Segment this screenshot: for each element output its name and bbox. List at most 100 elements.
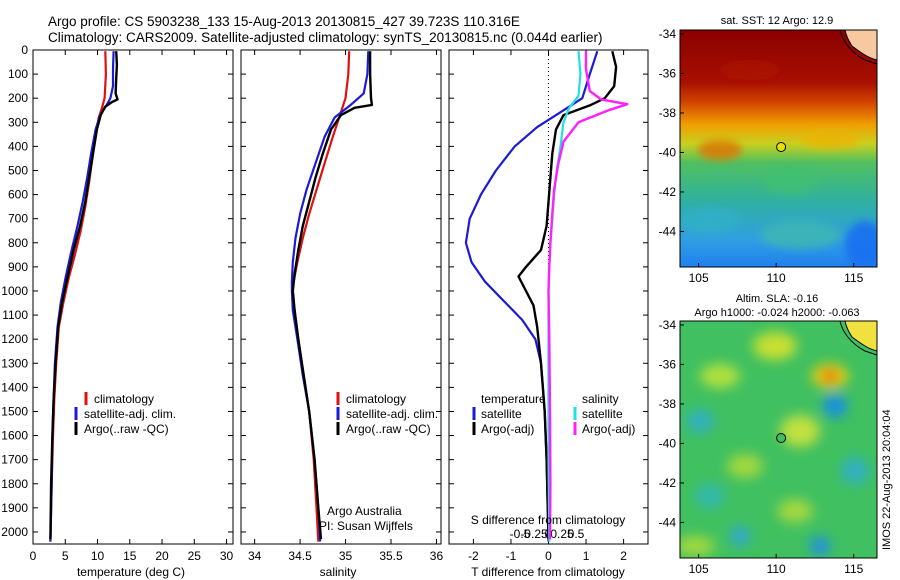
- difference-legend: temperature satellite Argo(-adj) salinit…: [472, 392, 635, 436]
- sst-patch: [680, 208, 740, 232]
- map-y-tick-label: -36: [659, 66, 677, 80]
- salinity-plot-frame: [240, 49, 442, 545]
- map-y-tick-label: -36: [659, 357, 677, 371]
- series-line: [517, 50, 618, 540]
- difference-x-label: T difference from climatology: [471, 565, 625, 579]
- map-y-tick-label: -42: [659, 476, 677, 490]
- y-tick-label: 1000: [1, 284, 28, 298]
- salinity-axis-ticks: 34 34.5 35 35.5 36: [241, 49, 444, 563]
- salinity-series: [290, 51, 374, 542]
- x-tick-label: 0: [30, 549, 37, 563]
- x-tick-label: -2: [468, 549, 479, 563]
- legend-satellite-label: satellite-adj. clim.: [84, 407, 176, 421]
- sst-patch: [760, 221, 840, 249]
- map-y-tick-label: -34: [659, 318, 677, 332]
- x-tick-label: 1: [583, 549, 590, 563]
- sst-map-title: sat. SST: 12 Argo: 12.9: [721, 15, 834, 27]
- sst-patch: [720, 60, 780, 80]
- sla-map-axis-ticks: -34 -36 -38 -40 -42 -44 105 110 115: [659, 318, 864, 576]
- sla-land: [844, 321, 877, 352]
- legend-sal-satellite-label: satellite: [582, 407, 623, 421]
- salinity-legend: climatology satellite-adj. clim. Argo(..…: [336, 392, 438, 436]
- top-tick-label: 0.5: [568, 527, 585, 541]
- sst-patch: [698, 140, 742, 160]
- sla-patch: [822, 370, 838, 382]
- map-y-tick-label: -40: [659, 145, 677, 159]
- imos-timestamp: IMOS 22-Aug-2013 20:04:04: [881, 409, 893, 550]
- temperature-legend: climatology satellite-adj. clim. Argo(..…: [74, 392, 176, 436]
- sla-map-frame: [679, 320, 878, 559]
- top-tick-label: 0.25: [550, 527, 574, 541]
- legend-climatology-label: climatology: [94, 392, 154, 406]
- header-line2: Climatology: CARS2009. Satellite-adjuste…: [48, 30, 603, 45]
- y-tick-label: 300: [8, 115, 28, 129]
- sla-map-subtitle: Argo h1000: -0.024 h2000: -0.063: [694, 307, 859, 319]
- series-line: [547, 51, 629, 540]
- series-line: [49, 51, 119, 540]
- difference-series: [464, 50, 629, 542]
- temperature-series: [49, 51, 119, 542]
- sst-patch: [800, 131, 860, 149]
- header-line1: Argo profile: CS 5903238_133 15-Aug-2013…: [48, 14, 520, 29]
- sst-map-frame: [679, 29, 878, 268]
- legend-temp-satellite-label: satellite: [481, 407, 522, 421]
- legend-temp-heading: temperature: [481, 392, 546, 406]
- credit-line2: PI: Susan Wijffels: [319, 519, 413, 533]
- temperature-axis-ticks: 0100200300400500600700800900100011001200…: [1, 43, 233, 563]
- sla-patch: [700, 364, 740, 388]
- x-tick-label: 34.5: [288, 549, 312, 563]
- y-tick-label: 1700: [1, 453, 28, 467]
- sst-patch: [845, 221, 877, 267]
- x-tick-label: 35.5: [379, 549, 403, 563]
- y-tick-label: 100: [8, 67, 28, 81]
- y-tick-label: 1300: [1, 356, 28, 370]
- sla-patch: [777, 499, 813, 523]
- legend-sal-argo-label: Argo(-adj): [582, 422, 635, 436]
- sst-patch: [762, 166, 818, 194]
- sla-patch: [753, 332, 797, 360]
- y-tick-label: 1100: [2, 308, 28, 322]
- sla-argo-marker: [776, 433, 787, 443]
- y-tick-label: 1800: [1, 477, 28, 491]
- y-tick-label: 700: [8, 212, 28, 226]
- temperature-plot-frame: [32, 49, 234, 545]
- legend-sal-heading: salinity: [582, 392, 619, 406]
- sst-map-axis-ticks: -34 -36 -38 -40 -42 -44 105 110 115: [659, 27, 864, 285]
- sla-map-title: Altim. SLA: -0.16: [736, 293, 819, 305]
- sla-patch: [730, 526, 750, 546]
- legend-climatology-label: climatology: [346, 392, 406, 406]
- x-tick-label: 36: [430, 549, 444, 563]
- series-line: [291, 51, 374, 540]
- x-tick-label: 15: [123, 549, 137, 563]
- map-x-tick-label: 110: [767, 562, 786, 576]
- sla-patch: [727, 454, 763, 478]
- y-tick-label: 1400: [1, 380, 28, 394]
- series-line: [290, 51, 370, 542]
- map-x-tick-label: 110: [767, 271, 786, 285]
- map-y-tick-label: -34: [659, 27, 677, 41]
- sla-patch: [680, 536, 715, 556]
- y-tick-label: 800: [8, 236, 28, 250]
- map-x-tick-label: 115: [844, 562, 863, 576]
- x-tick-label: 30: [220, 549, 234, 563]
- x-tick-label: 25: [188, 549, 202, 563]
- x-tick-label: 35: [339, 549, 353, 563]
- map-y-tick-label: -42: [659, 185, 677, 199]
- map-y-tick-label: -44: [659, 224, 677, 238]
- map-y-tick-label: -38: [659, 397, 677, 411]
- sla-patch: [686, 409, 714, 433]
- sla-patch: [696, 484, 724, 508]
- map-x-tick-label: 115: [844, 271, 863, 285]
- sst-land: [844, 30, 877, 61]
- x-tick-label: 0: [545, 549, 552, 563]
- map-y-tick-label: -38: [659, 106, 677, 120]
- y-tick-label: 2000: [1, 525, 28, 539]
- temperature-x-label: temperature (deg C): [77, 565, 185, 579]
- y-tick-label: 1500: [1, 404, 28, 418]
- sst-texture: [680, 60, 877, 267]
- sla-coast-outline: [839, 321, 877, 356]
- sst-coast-outline: [839, 30, 877, 65]
